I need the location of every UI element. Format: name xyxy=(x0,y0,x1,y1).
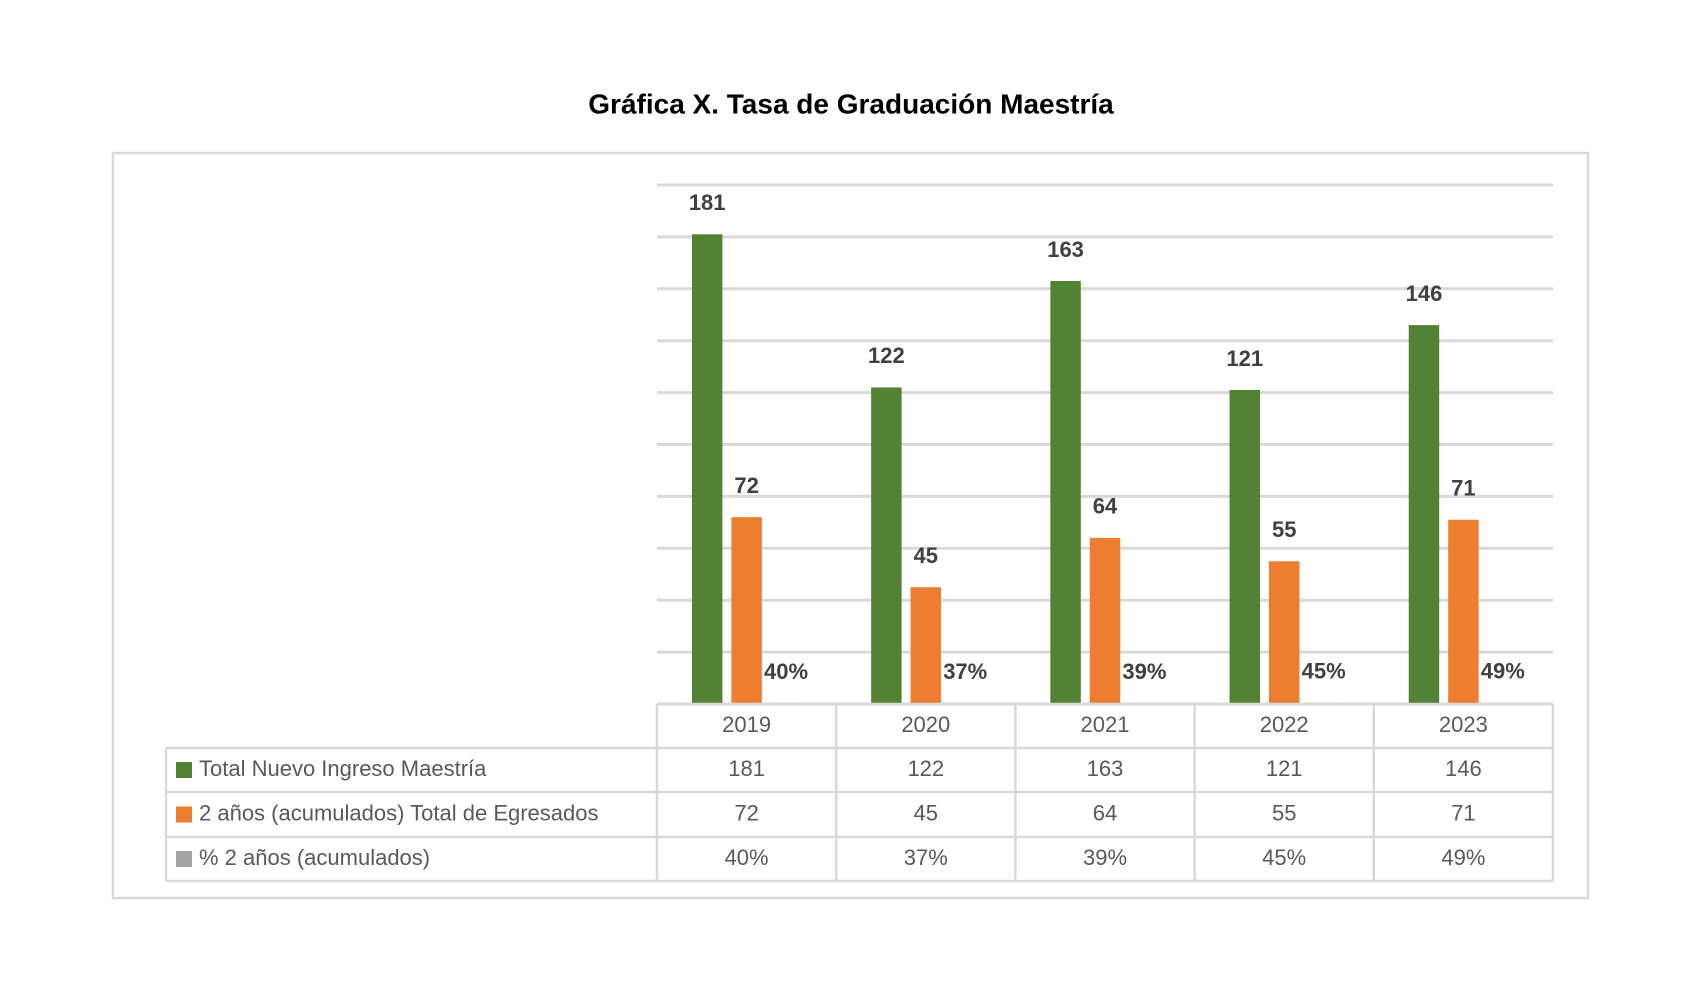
data-label: 49% xyxy=(1481,659,1525,684)
bar xyxy=(871,387,902,704)
table-cell: 121 xyxy=(1266,756,1303,781)
table-cell: 40% xyxy=(725,845,769,870)
table-cell: 49% xyxy=(1441,845,1485,870)
data-label: 72 xyxy=(734,473,758,498)
table-cell: 71 xyxy=(1451,800,1475,825)
table-cell: 146 xyxy=(1445,756,1482,781)
table-cell: 45% xyxy=(1262,845,1306,870)
bar xyxy=(1050,281,1081,704)
x-tick-label: 2021 xyxy=(1081,712,1130,737)
data-label: 45% xyxy=(1302,659,1346,684)
data-label: 37% xyxy=(943,659,987,684)
legend-swatch xyxy=(176,806,192,823)
x-tick-label: 2022 xyxy=(1260,712,1309,737)
table-cell: 55 xyxy=(1272,800,1296,825)
bar xyxy=(910,587,942,704)
bar xyxy=(691,234,723,704)
table-cell: 45 xyxy=(914,800,938,825)
legend-label: % 2 años (acumulados) xyxy=(199,845,430,870)
bar xyxy=(1229,390,1261,704)
data-label: 121 xyxy=(1226,346,1263,371)
chart-title: Gráfica X. Tasa de Graduación Maestría xyxy=(588,88,1114,119)
bar xyxy=(1448,519,1479,704)
table-cell: 37% xyxy=(904,845,948,870)
bar xyxy=(731,517,762,704)
bar xyxy=(1089,537,1121,704)
bar xyxy=(1268,561,1300,704)
data-label: 39% xyxy=(1122,659,1166,684)
data-label: 163 xyxy=(1047,237,1084,262)
data-label: 64 xyxy=(1093,494,1118,519)
data-label: 122 xyxy=(868,343,905,368)
legend-label: Total Nuevo Ingreso Maestría xyxy=(199,756,487,781)
chart-border xyxy=(111,151,1590,900)
legend-label: 2 años (acumulados) Total de Egresados xyxy=(199,800,599,825)
table-cell: 181 xyxy=(728,756,765,781)
table-cell: 163 xyxy=(1087,756,1124,781)
data-label: 55 xyxy=(1272,517,1296,542)
table-cell: 122 xyxy=(907,756,944,781)
data-label: 146 xyxy=(1406,281,1443,306)
table-cell: 72 xyxy=(734,800,758,825)
data-label: 181 xyxy=(689,190,726,215)
legend-swatch xyxy=(176,851,192,867)
legend-swatch xyxy=(176,762,192,778)
bar xyxy=(1408,325,1440,704)
data-label: 71 xyxy=(1451,476,1475,501)
x-tick-label: 2019 xyxy=(722,712,771,737)
x-tick-label: 2023 xyxy=(1439,712,1488,737)
x-tick-label: 2020 xyxy=(901,712,950,737)
data-label: 45 xyxy=(914,543,938,568)
data-label: 40% xyxy=(764,659,808,684)
table-cell: 64 xyxy=(1093,800,1117,825)
table-cell: 39% xyxy=(1083,845,1127,870)
